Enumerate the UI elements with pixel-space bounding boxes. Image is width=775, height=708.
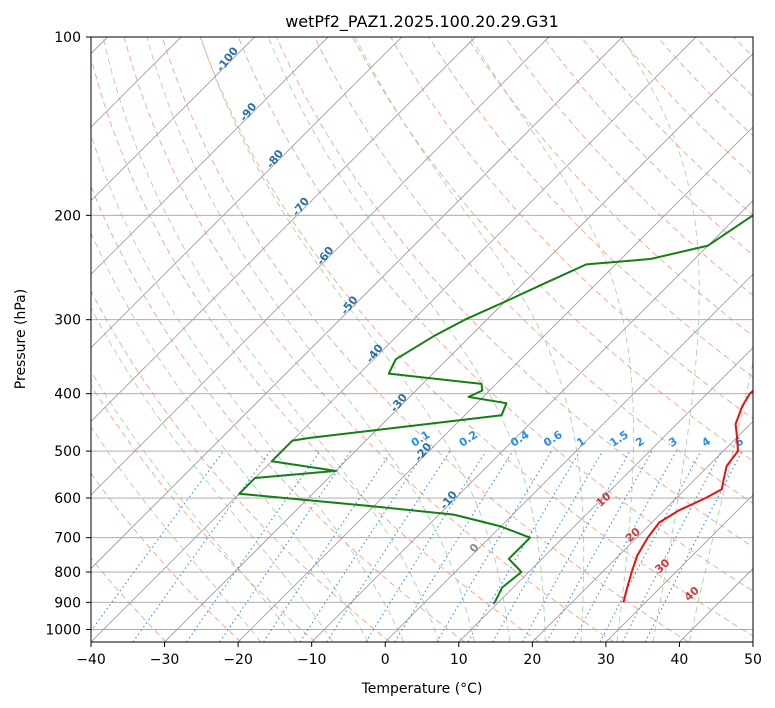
dry-adiabat-line bbox=[91, 185, 465, 642]
x-tick-label: 0 bbox=[381, 652, 390, 668]
moist-adiabat-line bbox=[91, 307, 334, 642]
x-tick-label: −40 bbox=[76, 652, 106, 668]
moist-adiabat-line bbox=[688, 360, 753, 642]
y-tick-label: 200 bbox=[54, 208, 81, 224]
x-axis-title: Temperature (°C) bbox=[361, 681, 483, 697]
moist-adiabat-line bbox=[354, 37, 585, 642]
dry-adiabat-line bbox=[91, 55, 540, 642]
chart-title: wetPf2_PAZ1.2025.100.20.29.G31 bbox=[285, 12, 559, 32]
isotherm-line bbox=[91, 37, 623, 570]
x-axis: −40 −30 −20 −10 0 10 20 30 40 50 bbox=[76, 642, 762, 668]
y-tick-label: 400 bbox=[54, 387, 81, 403]
isotherm-line bbox=[605, 494, 753, 642]
moist-adiabat-line bbox=[91, 425, 262, 642]
x-tick-label: −10 bbox=[297, 652, 327, 668]
mixing-ratio-line bbox=[394, 450, 514, 642]
dry-adiabats bbox=[91, 37, 753, 642]
isotherm-line bbox=[237, 126, 753, 642]
isotherm-line bbox=[91, 37, 550, 496]
mixing-ratio-line bbox=[572, 450, 677, 642]
dewpoint-profile-line bbox=[238, 214, 753, 605]
y-tick-label: 600 bbox=[54, 491, 81, 507]
mixing-ratio-line bbox=[599, 450, 702, 642]
isotherm-line bbox=[91, 37, 403, 349]
mixing-ratio-line bbox=[263, 450, 392, 642]
y-tick-label: 700 bbox=[54, 531, 81, 547]
y-axis-title: Pressure (hPa) bbox=[13, 289, 29, 389]
dry-adiabat-line bbox=[91, 472, 242, 642]
isotherm-line bbox=[532, 420, 753, 642]
isotherm-line bbox=[91, 37, 329, 275]
y-axis: 100 200 300 400 500 600 700 800 900 1000 bbox=[45, 30, 91, 638]
isotherm-line bbox=[384, 273, 753, 642]
moist-adiabat-line bbox=[91, 370, 298, 642]
isotherm-line bbox=[311, 200, 753, 642]
moist-adiabat-line bbox=[621, 37, 700, 642]
isotherm-line bbox=[458, 347, 753, 642]
mixing-ratio-line bbox=[436, 450, 552, 642]
dry-adiabat-line bbox=[314, 37, 753, 505]
mixing-ratio-line bbox=[219, 450, 352, 642]
moist-adiabat-line bbox=[91, 133, 405, 642]
x-tick-label: 50 bbox=[744, 652, 762, 668]
y-tick-label: 1000 bbox=[45, 622, 81, 638]
plot-background bbox=[91, 37, 753, 642]
moist-adiabat-line bbox=[102, 37, 440, 642]
moist-adiabat-line bbox=[200, 37, 511, 642]
temperature-profile-line bbox=[622, 389, 753, 603]
y-tick-label: 900 bbox=[54, 595, 81, 611]
y-tick-label: 800 bbox=[54, 565, 81, 581]
isotherm-line bbox=[91, 37, 476, 422]
moist-adiabat-line bbox=[146, 37, 475, 642]
x-tick-label: 30 bbox=[597, 652, 615, 668]
moist-adiabat-line bbox=[267, 37, 546, 642]
x-tick-label: 40 bbox=[671, 652, 689, 668]
isotherms bbox=[91, 37, 753, 642]
mixing-ratio-line bbox=[365, 450, 487, 642]
mixing-ratio-line bbox=[132, 450, 271, 642]
dry-adiabat-line bbox=[91, 290, 391, 642]
isotherm-line bbox=[91, 37, 697, 642]
dry-adiabat-line bbox=[237, 37, 753, 592]
plot-frame bbox=[90, 36, 754, 643]
mixing-ratio-line bbox=[186, 450, 321, 642]
y-tick-label: 300 bbox=[54, 313, 81, 329]
pressure-gridlines bbox=[91, 37, 753, 630]
isotherm-line bbox=[91, 37, 255, 202]
y-tick-label: 100 bbox=[54, 30, 81, 46]
dry-adiabat-line bbox=[428, 37, 753, 378]
dry-adiabat-line bbox=[275, 37, 753, 548]
x-tick-label: −30 bbox=[150, 652, 180, 668]
x-tick-label: 20 bbox=[523, 652, 541, 668]
moist-adiabat-line bbox=[91, 231, 369, 642]
mixing-ratio-lines bbox=[91, 450, 743, 642]
plot-area: 0.10.20.40.611.52346810131620253036-100-… bbox=[91, 37, 753, 642]
dry-adiabat-line bbox=[352, 37, 753, 462]
isotherm-line bbox=[164, 52, 753, 642]
mixing-ratio-line bbox=[326, 450, 451, 642]
dry-adiabat-line bbox=[161, 37, 689, 642]
dry-adiabat-line bbox=[466, 37, 753, 337]
dry-adiabat-line bbox=[123, 37, 614, 642]
x-tick-label: 10 bbox=[450, 652, 468, 668]
dry-adiabat-line bbox=[504, 37, 753, 296]
dry-adiabat-line bbox=[390, 37, 753, 420]
mixing-ratio-line bbox=[299, 450, 426, 642]
y-tick-label: 500 bbox=[54, 444, 81, 460]
dry-adiabat-line bbox=[91, 384, 316, 642]
x-tick-label: −20 bbox=[223, 652, 253, 668]
